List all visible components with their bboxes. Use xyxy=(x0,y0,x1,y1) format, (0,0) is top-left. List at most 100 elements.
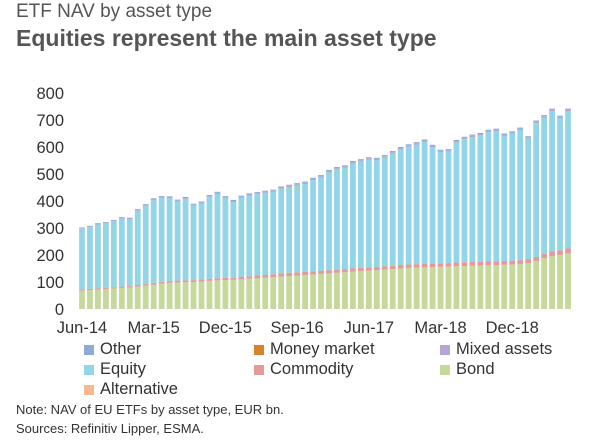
bar-other xyxy=(334,166,340,169)
bar-other xyxy=(294,183,300,185)
bar-mixed-assets xyxy=(270,190,277,192)
bar-other xyxy=(254,192,261,194)
bar-mixed-assets xyxy=(413,143,420,145)
bar-other xyxy=(126,217,133,219)
bar-commodity xyxy=(294,272,300,276)
legend-label-commodity: Commodity xyxy=(270,360,354,378)
bar-bond xyxy=(95,289,101,309)
y-tick-label: 200 xyxy=(36,247,64,265)
bar-bond xyxy=(103,289,109,309)
bar-other xyxy=(477,132,484,135)
bar-equity xyxy=(357,161,364,268)
bar-mixed-assets xyxy=(134,209,141,211)
bar-other xyxy=(198,201,205,203)
bar-mixed-assets xyxy=(373,158,380,161)
bar-mixed-assets xyxy=(190,204,197,206)
legend-label-money-market: Money market xyxy=(270,340,375,358)
bar-other xyxy=(182,196,189,199)
bar-other xyxy=(230,199,237,201)
legend-item-commodity: Commodity xyxy=(254,360,353,379)
bar-equity xyxy=(549,111,555,252)
bar-bond xyxy=(405,267,412,309)
bar-bond xyxy=(389,269,396,309)
bar-mixed-assets xyxy=(262,191,269,193)
bar-equity xyxy=(477,135,484,262)
bar-bond xyxy=(381,269,388,309)
bar-commodity xyxy=(421,263,428,268)
bar-equity xyxy=(198,203,205,280)
bar-bond xyxy=(493,264,500,309)
legend-label-other: Other xyxy=(100,340,142,358)
bar-commodity xyxy=(158,281,165,284)
bar-other xyxy=(134,209,141,210)
bar-other xyxy=(461,136,468,138)
bar-commodity xyxy=(557,250,563,255)
bar-bond xyxy=(310,274,316,309)
bar-other xyxy=(286,184,293,186)
bar-other xyxy=(270,189,277,191)
bar-mixed-assets xyxy=(166,197,173,199)
bar-bond xyxy=(421,267,428,309)
bar-equity xyxy=(222,198,229,278)
bar-bond xyxy=(485,265,492,309)
bar-bond xyxy=(350,271,356,309)
bar-equity xyxy=(493,131,500,262)
bar-bond xyxy=(437,266,444,309)
bar-bond xyxy=(158,283,165,309)
bar-commodity xyxy=(198,279,205,282)
bar-commodity xyxy=(134,284,141,287)
bar-bond xyxy=(270,277,277,309)
bar-equity xyxy=(461,139,468,263)
bar-bond xyxy=(517,263,524,309)
bar-bond xyxy=(142,285,149,309)
bar-bond xyxy=(365,270,372,309)
bar-other xyxy=(437,149,444,151)
bar-commodity xyxy=(254,275,261,279)
bar-other xyxy=(95,223,101,224)
bar-other xyxy=(238,195,245,197)
bar-bond xyxy=(318,273,324,309)
bar-equity xyxy=(373,160,380,267)
bar-equity xyxy=(246,195,253,277)
legend-item-bond: Bond xyxy=(440,360,495,379)
bar-equity xyxy=(262,192,269,275)
bar-mixed-assets xyxy=(421,140,428,142)
legend-item-equity: Equity xyxy=(84,360,146,379)
bar-equity xyxy=(87,227,93,289)
bar-other xyxy=(166,196,173,198)
bar-mixed-assets xyxy=(87,226,93,228)
bar-commodity xyxy=(381,266,388,270)
bar-mixed-assets xyxy=(461,137,468,140)
bar-equity xyxy=(150,200,157,283)
bar-other xyxy=(79,227,85,229)
bar-commodity xyxy=(278,273,285,277)
stacked-bar-chart: 0 100 200 300 400 500 600 700 800 Jun-14 Mar-15 Dec… xyxy=(36,85,571,337)
bar-bond xyxy=(302,274,308,309)
bar-bond xyxy=(525,263,532,309)
y-tick-label: 700 xyxy=(36,112,64,130)
bar-commodity xyxy=(318,270,324,274)
bar-other xyxy=(310,177,316,179)
legend-label-bond: Bond xyxy=(456,360,495,378)
bar-commodity xyxy=(485,261,492,266)
bar-mixed-assets xyxy=(326,171,332,173)
bar-bond xyxy=(126,287,133,309)
bar-mixed-assets xyxy=(198,202,205,204)
bar-commodity xyxy=(389,265,396,270)
bar-commodity xyxy=(533,256,540,261)
bar-bond xyxy=(549,256,555,309)
bar-equity xyxy=(166,198,173,281)
bar-other xyxy=(357,159,364,161)
bar-other xyxy=(302,181,308,183)
bar-equity xyxy=(334,169,340,270)
bar-mixed-assets xyxy=(397,148,404,150)
bar-commodity xyxy=(334,269,340,273)
bar-bond xyxy=(246,278,253,309)
bar-commodity xyxy=(222,277,229,281)
bar-commodity xyxy=(150,282,157,285)
bar-mixed-assets xyxy=(278,187,285,189)
bar-equity xyxy=(238,197,245,277)
y-tick-label: 0 xyxy=(55,301,64,319)
bar-commodity xyxy=(246,276,253,279)
bar-commodity xyxy=(166,280,173,283)
